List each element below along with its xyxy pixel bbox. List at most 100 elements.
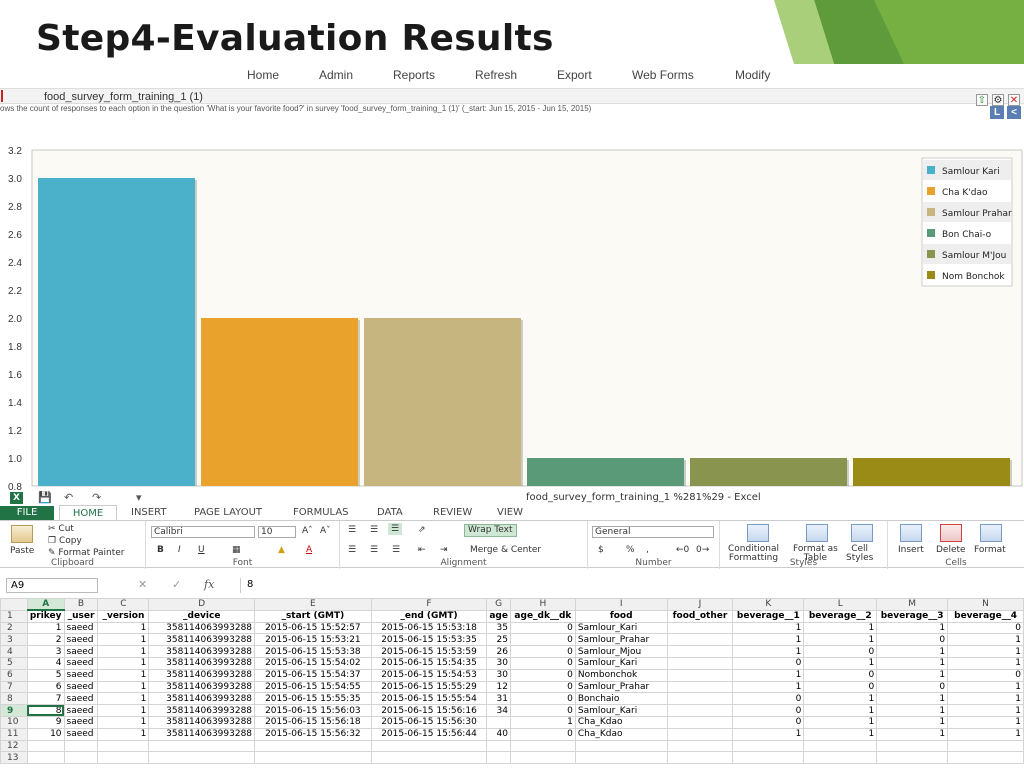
column-title-cell[interactable]: _start (GMT) [254, 609, 372, 623]
cell[interactable]: 0 [732, 656, 805, 670]
cell[interactable]: 358114063993288 [148, 633, 256, 647]
cell[interactable]: 1 [97, 645, 150, 658]
column-header[interactable]: L [803, 598, 878, 611]
number-format-select[interactable]: General [592, 526, 714, 538]
column-header[interactable]: C [97, 598, 150, 611]
fill-color-icon[interactable]: ▲ [278, 545, 285, 555]
cell[interactable]: 0 [509, 680, 576, 694]
cell[interactable]: 40 [486, 727, 511, 741]
cell[interactable]: 1 [876, 727, 949, 741]
row-header[interactable]: 2 [0, 621, 28, 635]
cell[interactable]: 1 [732, 680, 805, 694]
column-title-cell[interactable]: age [486, 609, 511, 623]
cell[interactable]: 1 [803, 704, 878, 717]
cell[interactable] [803, 751, 878, 765]
nav-export[interactable]: Export [557, 68, 592, 82]
cell[interactable] [509, 751, 576, 765]
cell[interactable]: Cha_Kdao [574, 715, 668, 729]
cut-button[interactable]: ✂ Cut [48, 524, 74, 534]
copy-button[interactable]: ❐ Copy [48, 536, 82, 546]
cell[interactable]: 0 [947, 668, 1024, 682]
cell[interactable]: 0 [876, 680, 949, 694]
column-title-cell[interactable]: _device [148, 609, 256, 623]
column-title-cell[interactable]: food [574, 609, 668, 623]
cell[interactable]: 1 [947, 692, 1024, 706]
cell[interactable]: 8 [26, 704, 65, 717]
merge-center-button[interactable]: Merge & Center [470, 545, 541, 555]
format-as-table-icon[interactable] [806, 524, 828, 542]
cell[interactable]: 0 [509, 656, 576, 670]
cell[interactable]: 358114063993288 [148, 715, 256, 729]
column-header[interactable]: H [509, 598, 576, 611]
cell[interactable]: 2015-06-15 15:54:53 [370, 668, 488, 682]
cell[interactable]: 1 [26, 621, 65, 635]
cell[interactable]: 2015-06-15 15:55:29 [370, 680, 488, 694]
cell[interactable]: 0 [509, 645, 576, 658]
cell[interactable]: 2015-06-15 15:55:35 [254, 692, 372, 706]
cell[interactable]: 1 [803, 715, 878, 729]
cell[interactable] [732, 751, 805, 765]
row-header[interactable]: 11 [0, 727, 28, 741]
cell[interactable]: 30 [486, 656, 511, 670]
cell[interactable]: 0 [509, 704, 576, 717]
font-color-icon[interactable]: A [306, 545, 313, 555]
cell[interactable]: 358114063993288 [148, 656, 256, 670]
cell[interactable]: 1 [876, 668, 949, 682]
cell[interactable] [574, 751, 668, 765]
cell[interactable]: 358114063993288 [148, 704, 256, 717]
row-header[interactable]: 10 [0, 715, 28, 729]
name-box[interactable]: A9 [6, 578, 98, 593]
cell[interactable]: 1 [509, 715, 576, 729]
save-icon[interactable]: 💾 [38, 491, 52, 504]
tab-home[interactable]: HOME [59, 505, 117, 521]
cell[interactable]: 0 [732, 692, 805, 706]
cell[interactable]: Bonchaio [574, 692, 668, 706]
cell-styles-icon[interactable] [851, 524, 873, 542]
align-bottom-icon[interactable]: ☰ [388, 523, 403, 535]
cell[interactable]: 1 [97, 692, 150, 706]
cell[interactable] [574, 739, 668, 753]
cell[interactable]: saeed [63, 692, 99, 706]
cell[interactable] [63, 751, 99, 765]
cell[interactable]: saeed [63, 727, 99, 741]
gear-icon[interactable]: ⚙ [992, 94, 1004, 106]
column-title-cell[interactable]: beverage__4 [947, 609, 1024, 623]
paste-button[interactable]: Paste [10, 546, 35, 556]
cell[interactable]: 0 [509, 621, 576, 635]
column-header[interactable]: N [947, 598, 1024, 611]
cell[interactable]: Samlour_Kari [574, 621, 668, 635]
column-header[interactable]: J [666, 598, 734, 611]
column-title-cell[interactable]: _version [97, 609, 150, 623]
cell[interactable] [666, 704, 734, 717]
wrap-text-button[interactable]: Wrap Text [464, 524, 517, 537]
tab-view[interactable]: VIEW [497, 507, 523, 518]
row-header[interactable]: 4 [0, 645, 28, 658]
customize-quick-access-icon[interactable]: ▾ [136, 491, 142, 504]
cell[interactable] [254, 739, 372, 753]
insert-function-icon[interactable]: fx [204, 578, 215, 591]
cell[interactable] [254, 751, 372, 765]
cell[interactable]: 0 [732, 715, 805, 729]
cell[interactable]: 1 [97, 680, 150, 694]
formula-input[interactable]: 8 [240, 578, 1024, 593]
row-header[interactable]: 9 [0, 704, 28, 717]
cell[interactable]: 1 [803, 727, 878, 741]
nav-refresh[interactable]: Refresh [475, 68, 518, 82]
cell[interactable] [666, 680, 734, 694]
cell[interactable]: 0 [509, 668, 576, 682]
cell[interactable]: 1 [947, 645, 1024, 658]
cell[interactable]: 358114063993288 [148, 645, 256, 658]
comma-icon[interactable]: ‚ [646, 545, 649, 555]
cell[interactable]: saeed [63, 633, 99, 647]
row-header[interactable]: 6 [0, 668, 28, 682]
column-header[interactable]: F [370, 598, 488, 611]
tab-file[interactable]: FILE [0, 506, 54, 520]
cell[interactable]: 1 [876, 692, 949, 706]
cell[interactable]: 1 [732, 645, 805, 658]
cell[interactable]: 358114063993288 [148, 621, 256, 635]
cell[interactable]: 1 [97, 633, 150, 647]
cell[interactable] [97, 739, 150, 753]
cell[interactable]: 9 [26, 715, 65, 729]
conditional-formatting-button[interactable]: Conditional Formatting [728, 545, 779, 563]
enter-icon[interactable]: ✓ [172, 578, 182, 591]
